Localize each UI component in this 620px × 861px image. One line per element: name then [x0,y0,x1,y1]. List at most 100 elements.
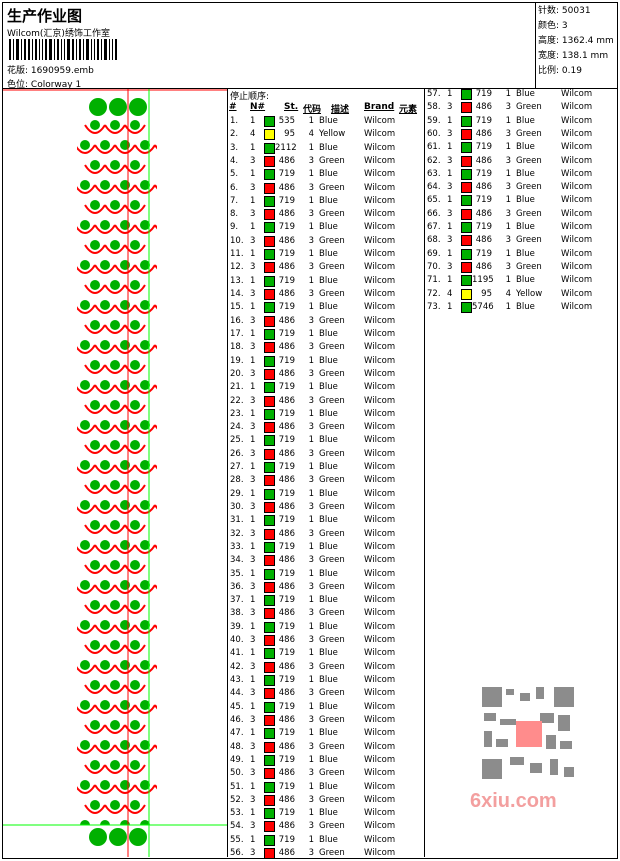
cell-needle: 1 [250,275,256,286]
cell-stitches: 719 [278,275,295,286]
cell-num: 38. [230,608,244,619]
cell-stitches: 486 [278,475,295,486]
cell-code: 1 [308,701,314,712]
cell-brand: Wilcom [364,661,396,672]
cell-needle: 3 [250,581,256,592]
cell-code: 3 [505,155,511,166]
table-row: 51. 1 719 1 Blue Wilcom [228,781,425,794]
cell-stitches: 719 [278,648,295,659]
cell-code: 4 [308,129,314,140]
color-swatch [461,248,472,260]
barcode-bar [15,39,19,60]
table-row: 60. 3 486 3 Green Wilcom [425,128,618,141]
cell-needle: 1 [447,222,453,233]
cell-stitches: 486 [475,235,492,246]
cell-brand: Wilcom [364,635,396,646]
cell-stitches: 486 [475,128,492,139]
cell-stitches: 719 [278,834,295,845]
cell-code: 3 [308,794,314,805]
cell-stitches: 486 [278,768,295,779]
cell-desc: Green [319,289,345,300]
cell-brand: Wilcom [561,275,593,286]
cell-num: 30. [230,501,244,512]
cell-desc: Blue [516,168,535,179]
cell-num: 43. [230,675,244,686]
cell-num: 55. [230,834,244,845]
cell-num: 16. [230,315,244,326]
cell-num: 17. [230,328,244,339]
color-swatch [264,648,275,660]
cell-stitches: 486 [475,182,492,193]
design-width: 宽度: 138.1 mm [538,51,609,61]
cell-num: 49. [230,754,244,765]
header-brand: Brand [364,102,395,112]
cell-stitches: 486 [278,794,295,805]
cell-needle: 3 [250,289,256,300]
cell-needle: 1 [250,834,256,845]
table-row: 59. 1 719 1 Blue Wilcom [425,115,618,128]
cell-num: 58. [427,102,441,113]
cell-num: 32. [230,528,244,539]
cell-desc: Blue [516,89,535,99]
table-row: 55. 1 719 1 Blue Wilcom [228,834,425,847]
cell-code: 3 [308,688,314,699]
cell-num: 73. [427,301,441,312]
table-row: 15. 1 719 1 Blue Wilcom [228,301,425,314]
cell-brand: Wilcom [364,648,396,659]
cell-brand: Wilcom [364,595,396,606]
cell-stitches: 719 [278,382,295,393]
cell-desc: Blue [319,116,338,126]
cell-stitches: 486 [278,368,295,379]
table-row: 27. 1 719 1 Blue Wilcom [228,461,425,474]
cell-brand: Wilcom [561,208,593,219]
barcode-bar [71,39,74,60]
cell-num: 52. [230,794,244,805]
cell-desc: Blue [319,781,338,792]
cell-brand: Wilcom [561,128,593,139]
cell-stitches: 719 [475,248,492,259]
table-row: 70. 3 486 3 Green Wilcom [425,261,618,274]
cell-brand: Wilcom [364,728,396,739]
watermark: 6xiu.com [470,679,586,819]
color-swatch [264,848,275,860]
cell-needle: 3 [447,102,453,113]
color-swatch [264,568,275,580]
cell-needle: 1 [250,195,256,206]
table-row: 12. 3 486 3 Green Wilcom [228,261,425,274]
cell-num: 12. [230,262,244,273]
cell-code: 1 [505,195,511,206]
cell-stitches: 719 [278,222,295,233]
barcode-bar [54,39,56,60]
table-row: 73. 1 5746 1 Blue Wilcom [425,301,618,314]
cell-needle: 3 [250,155,256,166]
table-row: 66. 3 486 3 Green Wilcom [425,208,618,221]
cell-brand: Wilcom [364,408,396,419]
cell-needle: 1 [250,222,256,233]
cell-num: 26. [230,448,244,459]
cell-stitches: 486 [278,448,295,459]
barcode-bar [67,39,70,60]
cell-brand: Wilcom [561,155,593,166]
cell-needle: 1 [447,168,453,179]
cell-stitches: 486 [278,555,295,566]
table-row: 7. 1 719 1 Blue Wilcom [228,195,425,208]
color-swatch [264,328,275,340]
cell-stitches: 486 [278,235,295,246]
cell-brand: Wilcom [364,195,396,206]
table-row: 22. 3 486 3 Green Wilcom [228,395,425,408]
cell-stitches: 719 [475,89,492,99]
table-row: 13. 1 719 1 Blue Wilcom [228,275,425,288]
cell-desc: Green [319,448,345,459]
barcode-bar [20,39,22,60]
cell-desc: Blue [319,328,338,339]
scale: 比例: 0.19 [538,66,582,76]
cell-code: 3 [308,235,314,246]
barcode-bar [109,39,111,60]
color-swatch [264,515,275,527]
cell-code: 1 [308,595,314,606]
table-row: 37. 1 719 1 Blue Wilcom [228,594,425,607]
cell-desc: Green [319,209,345,220]
cell-stitches: 719 [278,462,295,473]
cell-stitches: 719 [278,355,295,366]
cell-code: 3 [308,848,314,859]
